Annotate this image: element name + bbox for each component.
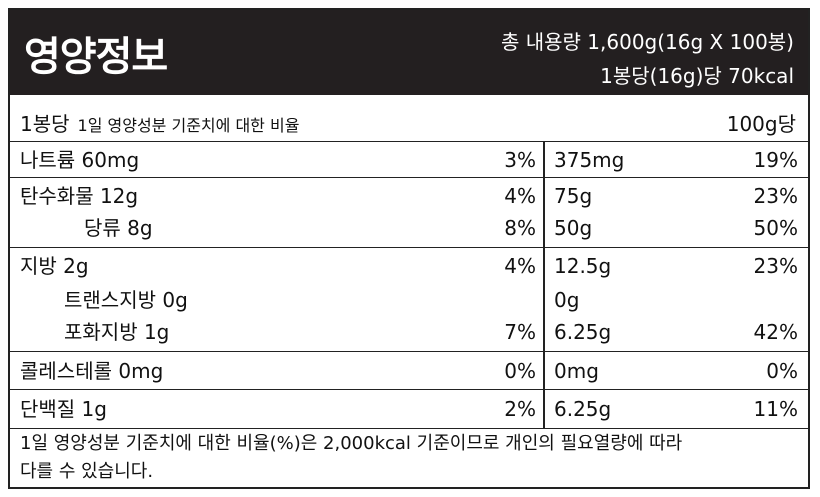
column-header-row: 1봉당 1일 영양성분 기준치에 대한 비율 100g당 [10,98,808,142]
section-sodium [10,142,808,178]
row-pct100-saturated-fat: 42% [753,320,798,344]
nutrition-header: 영양정보 총 내용량 1,600g(16g X 100봉) 1봉당(16g)당 … [10,10,808,95]
footnote-line-1: 1일 영양성분 기준치에 대한 비율(%)은 2,000kcal 기준이므로 개… [20,433,683,454]
row-pct100-protein: 11% [753,397,798,421]
row-pct100-sodium: 19% [753,148,798,172]
row-pct-carbohydrate: 4% [504,184,536,208]
daily-value-label: 1일 영양성분 기준치에 대한 비율 [77,116,300,135]
column-divider [543,142,545,429]
row-name-sodium: 나트륨 60mg [20,148,140,172]
footnote-line-2: 다를 수 있습니다. [20,461,154,482]
row-name-sugars: 당류 8g [84,216,153,240]
row-pct100-sugars: 50% [753,216,798,240]
row-pct100-carbohydrate: 23% [753,184,798,208]
section-fat [10,248,808,352]
per-pack-label: 1봉당 [20,112,70,136]
row-pct-saturated-fat: 7% [504,320,536,344]
row-name-carbohydrate: 탄수화물 12g [20,184,139,208]
total-content: 총 내용량 1,600g(16g X 100봉) [500,30,794,54]
row-amt100-fat: 12.5g [554,254,612,278]
nutrition-facts-panel: 영양정보 총 내용량 1,600g(16g X 100봉) 1봉당(16g)당 … [8,8,810,489]
row-pct100-cholesterol: 0% [766,359,798,383]
column-header-left: 1봉당 1일 영양성분 기준치에 대한 비율 [20,108,299,137]
row-amt100-trans-fat: 0g [554,288,580,312]
section-protein [10,390,808,429]
row-pct-sugars: 8% [504,216,536,240]
row-amt100-sugars: 50g [554,216,593,240]
row-name-fat: 지방 2g [20,254,89,278]
row-pct-protein: 2% [504,397,536,421]
row-pct-sodium: 3% [504,148,536,172]
row-amt100-protein: 6.25g [554,397,612,421]
row-pct-fat: 4% [504,254,536,278]
panel-title: 영양정보 [24,34,168,80]
row-amt100-cholesterol: 0mg [554,359,599,383]
row-amt100-saturated-fat: 6.25g [554,320,612,344]
row-name-trans-fat: 트랜스지방 0g [64,288,188,312]
row-name-protein: 단백질 1g [20,397,107,421]
row-pct-cholesterol: 0% [504,359,536,383]
per-pack-calories: 1봉당(16g)당 70kcal [600,64,794,88]
section-cholesterol [10,352,808,390]
row-amt100-carbohydrate: 75g [554,184,593,208]
column-header-right: 100g당 [726,112,796,136]
row-name-cholesterol: 콜레스테롤 0mg [20,359,164,383]
footnote: 1일 영양성분 기준치에 대한 비율(%)은 2,000kcal 기준이므로 개… [20,430,800,486]
row-pct100-fat: 23% [753,254,798,278]
row-name-saturated-fat: 포화지방 1g [64,320,170,344]
section-carbohydrate [10,178,808,248]
row-amt100-sodium: 375mg [554,148,625,172]
